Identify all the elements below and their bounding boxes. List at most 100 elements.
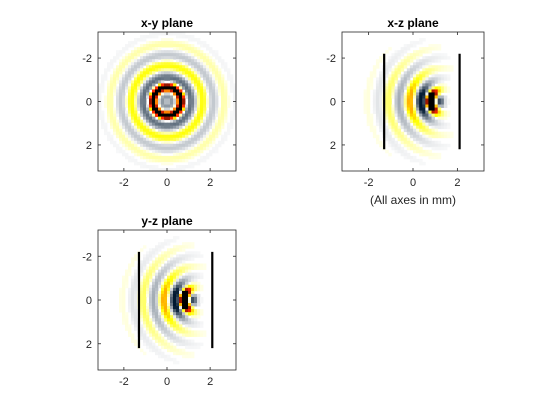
heatmap-cell [116,131,120,136]
heatmap-cell [149,77,153,81]
heatmap-cell [194,137,198,142]
heatmap-cell [230,83,234,87]
heatmap-cell [185,119,189,124]
heatmap-cell [116,86,120,90]
heatmap-cell [437,65,442,69]
heatmap-cell [119,131,123,136]
heatmap-cell [170,140,174,145]
heatmap-cell [437,95,442,99]
heatmap-cell [413,110,417,114]
heatmap-cell [413,56,417,60]
heatmap-cell [372,110,377,114]
heatmap-cell [443,98,448,102]
heatmap-cell [397,137,402,142]
heatmap-cell [197,149,201,154]
heatmap-cell [425,62,429,66]
heatmap-cell [134,116,138,121]
heatmap-cell [128,122,132,127]
heatmap-cell [167,354,171,359]
heatmap-cell [140,47,144,51]
heatmap-cell [131,128,135,133]
heatmap-cell [149,155,153,160]
heatmap-cell [375,59,380,63]
heatmap-cell [194,146,198,151]
heatmap-cell [431,92,436,96]
heatmap-cell [161,113,165,118]
heatmap-cell [143,266,147,270]
heatmap-cell [437,68,442,72]
heatmap-cell [140,140,144,145]
heatmap-cell [185,62,189,66]
heatmap-cell [182,53,186,57]
heatmap-cell [413,95,417,99]
heatmap-cell [179,104,183,108]
heatmap-cell [212,80,216,84]
heatmap-cell [152,263,156,267]
heatmap-cell [375,101,380,105]
heatmap-cell [164,59,168,63]
heatmap-cell [434,128,439,133]
heatmap-cell [403,116,408,121]
heatmap-cell [227,77,231,81]
heatmap-cell [176,336,180,340]
heatmap-cell [146,53,150,57]
heatmap-cell [152,284,156,289]
heatmap-cell [176,293,180,298]
heatmap-cell [182,248,186,252]
heatmap-cell [394,119,398,124]
heatmap-cell [428,119,432,124]
heatmap-cell [200,263,204,267]
heatmap-cell [428,50,432,54]
heatmap-cell [379,116,383,121]
heatmap-cell [446,125,451,130]
heatmap-cell [143,68,147,72]
heatmap-cell [446,68,451,72]
heatmap-cell [179,71,183,75]
heatmap-cell [149,251,153,255]
heatmap-cell [140,53,144,57]
heatmap-cell [155,152,159,157]
heatmap-cell [122,131,126,136]
heatmap-cell [230,110,234,114]
heatmap-cell [170,348,174,353]
heatmap-cell [191,80,195,84]
heatmap-cell [200,146,204,151]
heatmap-cell [179,278,183,283]
heatmap-cell [388,101,392,105]
heatmap-cell [173,357,177,362]
heatmap-cell [116,149,120,154]
heatmap-cell [185,312,189,316]
heatmap-cell [212,77,216,81]
heatmap-cell [179,122,183,127]
heatmap-cell [173,101,177,105]
x-tick-label: 0 [164,376,170,388]
heatmap-cell [419,107,423,111]
heatmap-cell [155,137,159,142]
heatmap-cell [422,95,426,99]
heatmap-cell [146,272,150,277]
heatmap-cell [191,333,195,337]
heatmap-cell [218,77,222,81]
heatmap-cell [419,137,423,142]
heatmap-cell [200,80,204,84]
heatmap-cell [194,281,198,286]
heatmap-cell [400,77,405,81]
heatmap-cell [388,131,392,136]
heatmap-cell [212,134,216,139]
heatmap-cell [437,98,442,102]
heatmap-cell [170,327,174,331]
heatmap-cell [131,53,135,57]
heatmap-cell [146,41,150,45]
heatmap-cell [146,44,150,48]
heatmap-cell [107,107,111,111]
heatmap-cell [212,65,216,69]
heatmap-cell [431,128,436,133]
heatmap-cell [179,134,183,139]
heatmap-cell [98,83,102,87]
heatmap-cell [119,296,123,301]
heatmap-cell [161,146,165,151]
heatmap-cell [110,107,114,111]
heatmap-cell [206,71,210,75]
heatmap-cell [209,119,213,124]
heatmap-cell [197,50,201,54]
